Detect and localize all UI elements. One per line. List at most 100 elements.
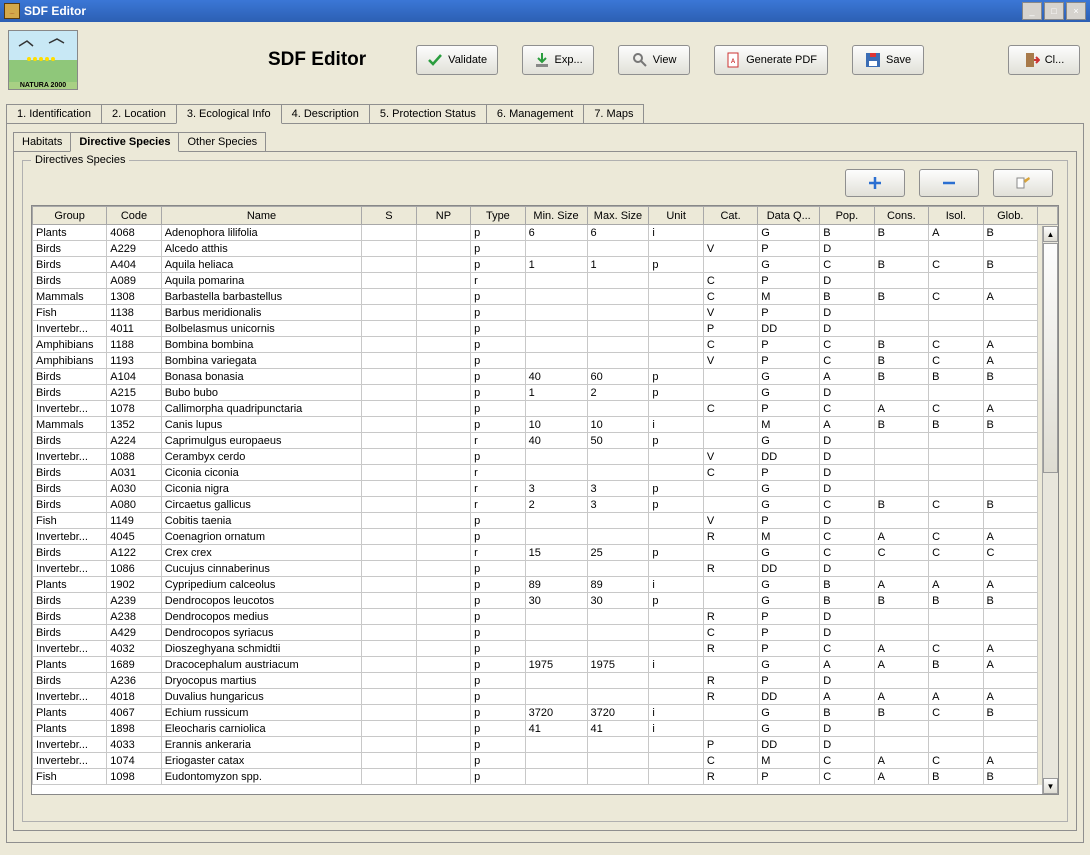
table-cell[interactable]: R [703, 529, 757, 545]
table-cell[interactable]: B [929, 657, 983, 673]
table-cell[interactable] [587, 753, 649, 769]
table-row[interactable]: BirdsA229Alcedo atthispVPD [33, 241, 1058, 257]
table-cell[interactable]: 4068 [107, 225, 161, 241]
table-cell[interactable]: B [983, 257, 1037, 273]
table-cell[interactable]: C [703, 273, 757, 289]
table-cell[interactable] [362, 593, 416, 609]
table-cell[interactable]: B [983, 769, 1037, 785]
table-cell[interactable]: D [820, 465, 874, 481]
table-cell[interactable] [649, 673, 703, 689]
table-cell[interactable]: Barbastella barbastellus [161, 289, 362, 305]
table-cell[interactable]: C [820, 545, 874, 561]
table-cell[interactable] [416, 465, 470, 481]
table-cell[interactable] [874, 609, 928, 625]
table-cell[interactable]: G [758, 385, 820, 401]
table-cell[interactable] [649, 401, 703, 417]
table-cell[interactable] [416, 753, 470, 769]
table-cell[interactable] [362, 753, 416, 769]
table-row[interactable]: BirdsA224Caprimulgus europaeusr4050pGD [33, 433, 1058, 449]
remove-row-button[interactable] [919, 169, 979, 197]
table-cell[interactable] [703, 721, 757, 737]
table-cell[interactable]: r [471, 433, 525, 449]
table-cell[interactable]: DD [758, 449, 820, 465]
table-cell[interactable] [362, 657, 416, 673]
table-cell[interactable]: p [471, 641, 525, 657]
table-cell[interactable]: 41 [525, 721, 587, 737]
table-cell[interactable] [416, 513, 470, 529]
table-cell[interactable]: Birds [33, 481, 107, 497]
table-cell[interactable]: B [874, 497, 928, 513]
table-cell[interactable]: p [649, 481, 703, 497]
table-cell[interactable]: C [929, 545, 983, 561]
table-cell[interactable]: D [820, 513, 874, 529]
table-cell[interactable]: 4045 [107, 529, 161, 545]
table-cell[interactable]: G [758, 497, 820, 513]
table-cell[interactable]: r [471, 497, 525, 513]
table-cell[interactable] [525, 449, 587, 465]
table-cell[interactable]: 3720 [587, 705, 649, 721]
table-cell[interactable]: P [758, 305, 820, 321]
table-cell[interactable]: 4067 [107, 705, 161, 721]
table-row[interactable]: BirdsA080Circaetus gallicusr23pGCBCB [33, 497, 1058, 513]
main-tab-6[interactable]: 7. Maps [583, 104, 644, 123]
table-cell[interactable]: C [820, 353, 874, 369]
table-row[interactable]: BirdsA239Dendrocopos leucotosp3030pGBBBB [33, 593, 1058, 609]
table-cell[interactable] [362, 481, 416, 497]
column-header[interactable]: Cat. [703, 207, 757, 225]
table-cell[interactable] [983, 721, 1037, 737]
table-cell[interactable]: A236 [107, 673, 161, 689]
table-cell[interactable]: C [929, 401, 983, 417]
table-cell[interactable]: p [471, 689, 525, 705]
table-cell[interactable]: Cerambyx cerdo [161, 449, 362, 465]
table-cell[interactable]: A [820, 417, 874, 433]
table-cell[interactable] [983, 465, 1037, 481]
table-cell[interactable]: A [874, 657, 928, 673]
maximize-button[interactable]: □ [1044, 2, 1064, 20]
table-cell[interactable] [525, 737, 587, 753]
table-cell[interactable]: A [874, 753, 928, 769]
table-cell[interactable]: A [929, 577, 983, 593]
table-cell[interactable] [649, 289, 703, 305]
table-cell[interactable] [983, 305, 1037, 321]
table-cell[interactable]: p [649, 257, 703, 273]
column-header[interactable]: Pop. [820, 207, 874, 225]
table-cell[interactable] [587, 401, 649, 417]
table-cell[interactable] [649, 337, 703, 353]
save-button[interactable]: Save [852, 45, 924, 75]
table-row[interactable]: Invertebr...4033Erannis ankerariapPDDD [33, 737, 1058, 753]
table-cell[interactable]: A [983, 337, 1037, 353]
table-cell[interactable]: p [649, 433, 703, 449]
table-cell[interactable]: 4018 [107, 689, 161, 705]
table-cell[interactable]: B [820, 705, 874, 721]
table-cell[interactable] [362, 225, 416, 241]
table-cell[interactable]: C [929, 705, 983, 721]
table-cell[interactable] [587, 465, 649, 481]
table-cell[interactable]: D [820, 625, 874, 641]
table-cell[interactable] [362, 401, 416, 417]
table-cell[interactable]: Eleocharis carniolica [161, 721, 362, 737]
table-cell[interactable] [929, 305, 983, 321]
table-cell[interactable]: DD [758, 737, 820, 753]
table-cell[interactable] [874, 273, 928, 289]
table-cell[interactable]: 89 [525, 577, 587, 593]
table-cell[interactable] [983, 273, 1037, 289]
table-cell[interactable] [649, 321, 703, 337]
table-cell[interactable] [416, 417, 470, 433]
table-cell[interactable] [416, 529, 470, 545]
table-cell[interactable]: i [649, 577, 703, 593]
table-cell[interactable]: P [703, 321, 757, 337]
table-cell[interactable]: A229 [107, 241, 161, 257]
table-cell[interactable]: Plants [33, 577, 107, 593]
table-cell[interactable] [649, 465, 703, 481]
table-cell[interactable] [416, 385, 470, 401]
table-cell[interactable] [649, 769, 703, 785]
table-cell[interactable]: R [703, 609, 757, 625]
table-cell[interactable]: 6 [525, 225, 587, 241]
table-cell[interactable]: 1 [587, 257, 649, 273]
table-cell[interactable] [703, 417, 757, 433]
table-cell[interactable] [416, 545, 470, 561]
table-cell[interactable] [525, 465, 587, 481]
table-cell[interactable]: 1188 [107, 337, 161, 353]
table-cell[interactable] [703, 481, 757, 497]
table-cell[interactable]: p [471, 609, 525, 625]
